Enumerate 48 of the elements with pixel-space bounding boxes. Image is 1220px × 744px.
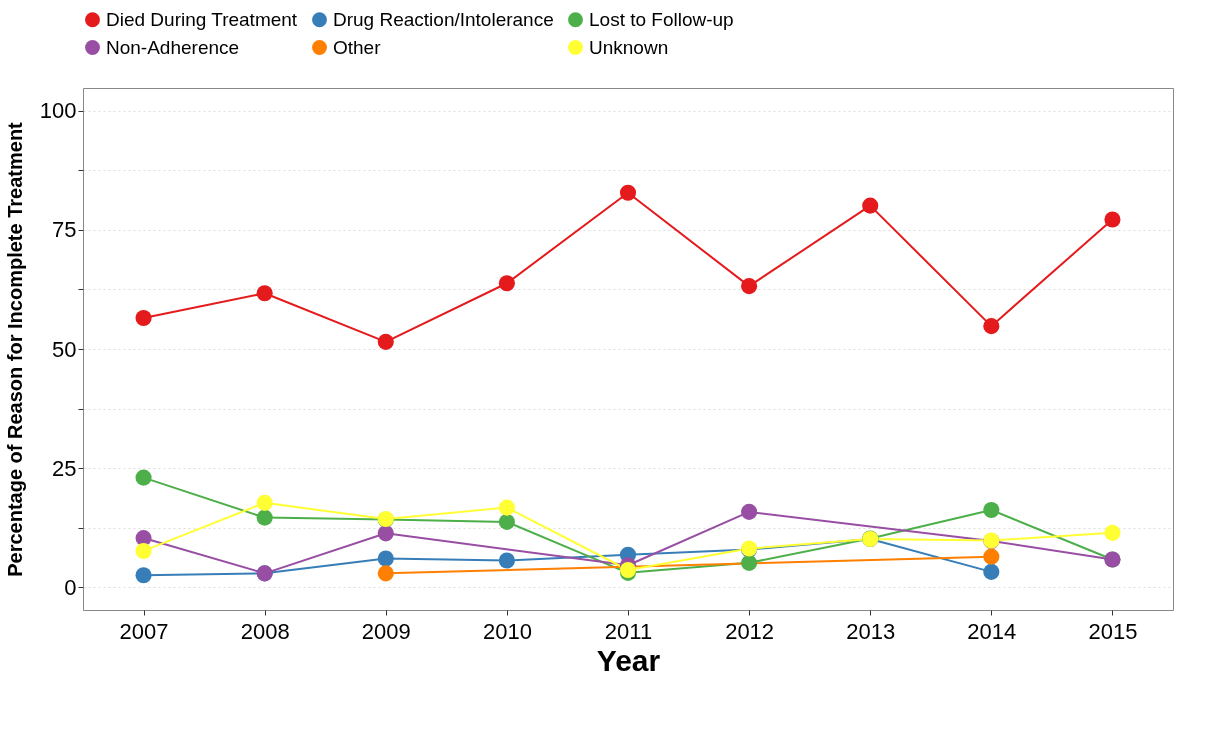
y-tick-label: 25 <box>52 455 77 481</box>
point <box>741 503 758 520</box>
point <box>256 509 273 526</box>
point <box>377 333 394 350</box>
point <box>256 285 273 302</box>
point <box>377 525 394 542</box>
point <box>135 567 152 584</box>
x-tick-label: 2008 <box>240 618 290 644</box>
point <box>498 513 515 530</box>
x-tick-label: 2010 <box>482 618 532 644</box>
x-tick-label: 2012 <box>725 618 775 644</box>
point <box>498 552 515 569</box>
x-tick-label: 2007 <box>119 618 169 644</box>
point <box>1104 211 1121 228</box>
point <box>498 499 515 516</box>
point <box>135 469 152 486</box>
point <box>983 548 1000 565</box>
legend-label: Drug Reaction/Intolerance <box>333 8 554 30</box>
y-tick-label: 0 <box>64 574 77 600</box>
y-tick-label: 50 <box>52 336 77 362</box>
point <box>256 494 273 511</box>
point <box>741 554 758 571</box>
point <box>983 501 1000 519</box>
legend-label: Unknown <box>589 36 669 58</box>
legend-label: Non-Adherence <box>106 36 240 58</box>
point <box>983 563 1000 580</box>
y-tick-label: 100 <box>39 98 77 124</box>
x-tick-label: 2009 <box>361 618 411 644</box>
x-axis-title: Year <box>596 643 661 677</box>
x-tick-label: 2013 <box>846 618 896 644</box>
point <box>135 542 152 559</box>
point <box>135 310 152 327</box>
y-tick-label: 75 <box>52 217 77 243</box>
point <box>741 278 758 295</box>
x-tick-label: 2015 <box>1088 618 1138 644</box>
legend-label: Lost to Follow-up <box>589 8 734 30</box>
point <box>498 275 515 292</box>
point <box>983 318 1000 335</box>
point <box>377 565 394 582</box>
point <box>619 184 637 201</box>
y-axis-title: Percentage of Reason for Incomplete Treatment <box>3 121 26 577</box>
point <box>1104 524 1121 541</box>
x-tick-label: 2014 <box>967 618 1017 644</box>
point <box>862 197 879 214</box>
legend-label: Died During Treatment <box>106 8 298 30</box>
legend-label: Other <box>333 36 382 58</box>
x-tick-label: 2011 <box>604 618 653 644</box>
point <box>377 550 394 567</box>
